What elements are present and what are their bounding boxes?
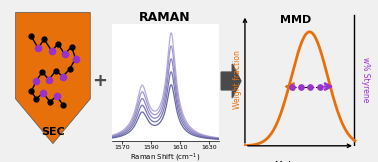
Text: SEC: SEC bbox=[41, 127, 65, 137]
Text: +: + bbox=[93, 72, 108, 90]
Text: RAMAN: RAMAN bbox=[139, 11, 190, 24]
Text: w% Styrene: w% Styrene bbox=[361, 57, 370, 102]
X-axis label: Raman Shift (cm$^{-1}$): Raman Shift (cm$^{-1}$) bbox=[130, 151, 200, 162]
Text: MMD: MMD bbox=[280, 15, 311, 25]
Text: Molar mass: Molar mass bbox=[275, 161, 326, 162]
FancyArrow shape bbox=[221, 64, 241, 98]
Text: Weight fraction: Weight fraction bbox=[232, 50, 242, 109]
Polygon shape bbox=[15, 12, 90, 144]
